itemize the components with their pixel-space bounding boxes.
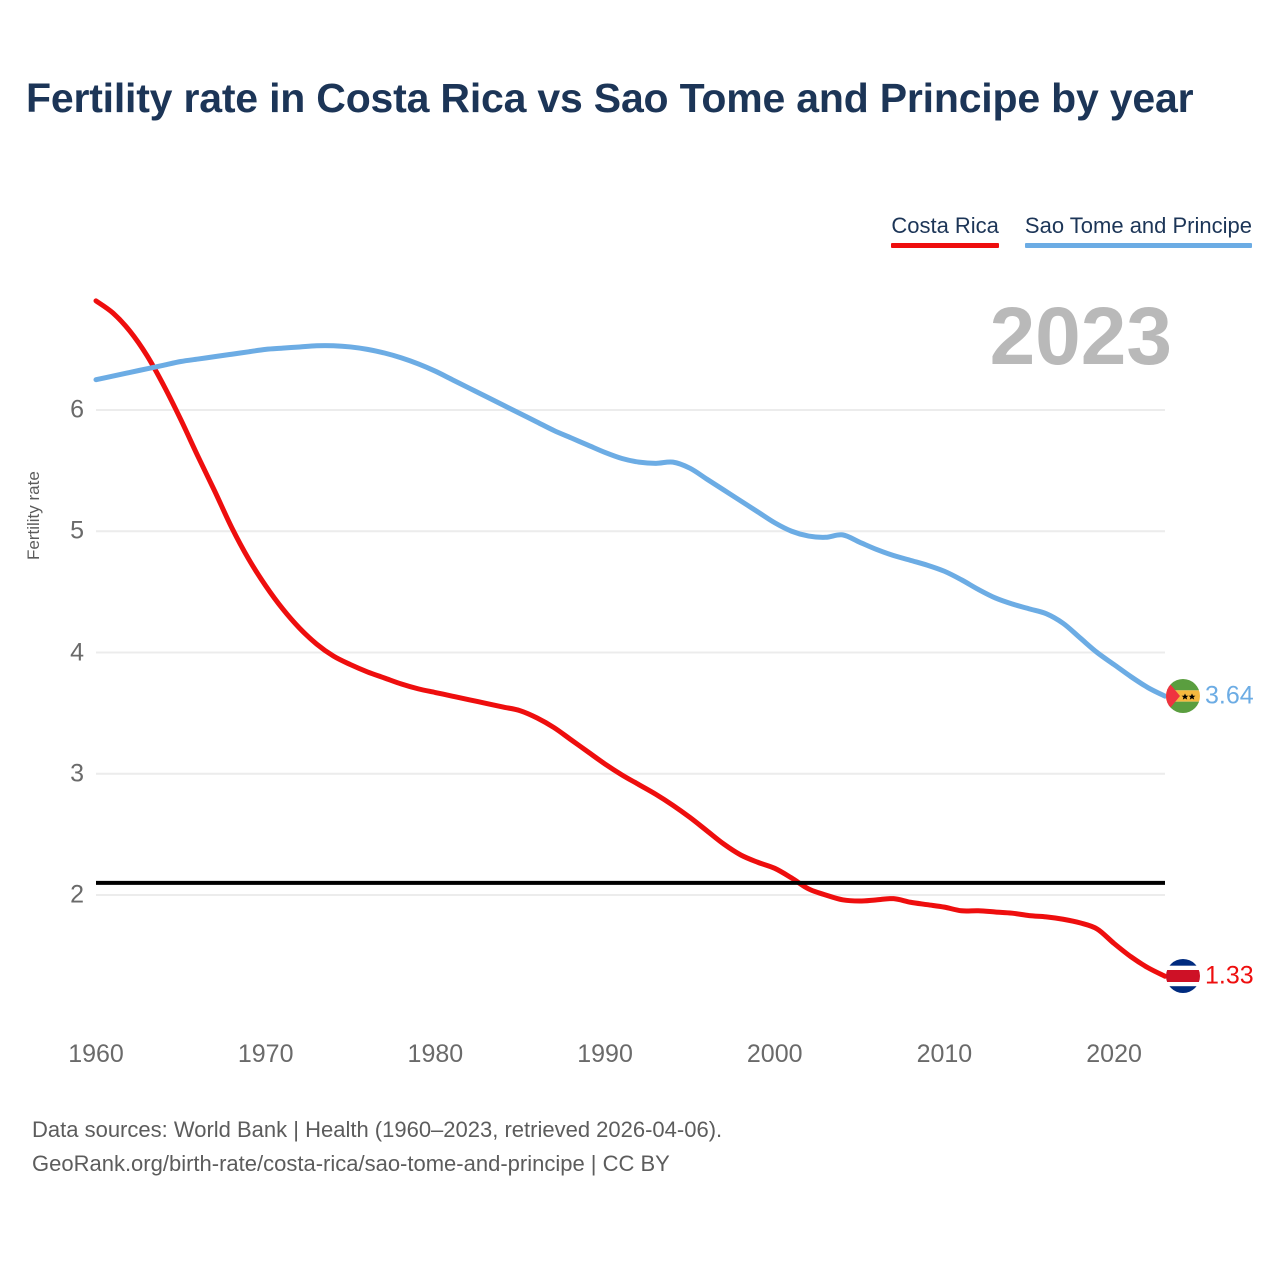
x-tick-label: 1980 xyxy=(407,1040,464,1068)
legend-label-sao-tome-and-principe: Sao Tome and Principe xyxy=(1024,213,1252,238)
footer-line-1: Data sources: World Bank | Health (1960–… xyxy=(32,1117,723,1142)
y-axis-title: Fertility rate xyxy=(24,471,43,560)
series-lines xyxy=(93,298,1168,979)
y-tick-label: 4 xyxy=(70,638,84,666)
legend-color-swatch-costa-rica xyxy=(891,242,999,248)
footer-line-2: GeoRank.org/birth-rate/costa-rica/sao-to… xyxy=(32,1151,670,1177)
costa-rica-flag-icon xyxy=(1166,959,1200,994)
x-tick-label: 1990 xyxy=(577,1040,633,1068)
legend-color-swatch-sao-tome-and-principe xyxy=(1024,242,1252,248)
page-title: Fertility rate in Costa Rica vs Sao Tome… xyxy=(26,75,1194,121)
x-tick-label: 1960 xyxy=(68,1040,124,1068)
y-tick-label: 5 xyxy=(70,516,84,545)
legend-item-costa-rica[interactable]: Costa Rica xyxy=(891,212,999,248)
legend-item-sao-tome-and-principe[interactable]: Sao Tome and Principe xyxy=(1024,212,1252,248)
y-tick-label: 3 xyxy=(70,759,84,788)
year-watermark: 2023 xyxy=(989,291,1172,382)
chart-legend: Costa Rica Sao Tome and Principe xyxy=(891,212,1252,248)
series-line-costa-rica xyxy=(93,298,1168,979)
y-tick-label: 2 xyxy=(70,880,84,909)
footer-sources: Data sources: World Bank | Health (1960–… xyxy=(32,1113,722,1181)
x-tick-label: 2000 xyxy=(746,1040,803,1068)
endpoint-value-sao-tome-and-principe: 3.64 xyxy=(1205,681,1254,710)
sao-tome-and-principe-flag-icon xyxy=(1166,679,1200,714)
series-line-sao-tome-and-principe xyxy=(93,343,1168,699)
y-tick-label: 6 xyxy=(70,395,84,424)
x-tick-label: 2010 xyxy=(916,1040,973,1068)
x-tick-label: 2020 xyxy=(1086,1040,1142,1068)
gridlines xyxy=(96,409,1165,896)
x-tick-label: 1970 xyxy=(237,1040,294,1068)
endpoint-value-costa-rica: 1.33 xyxy=(1205,961,1254,990)
legend-label-costa-rica: Costa Rica xyxy=(891,213,999,238)
